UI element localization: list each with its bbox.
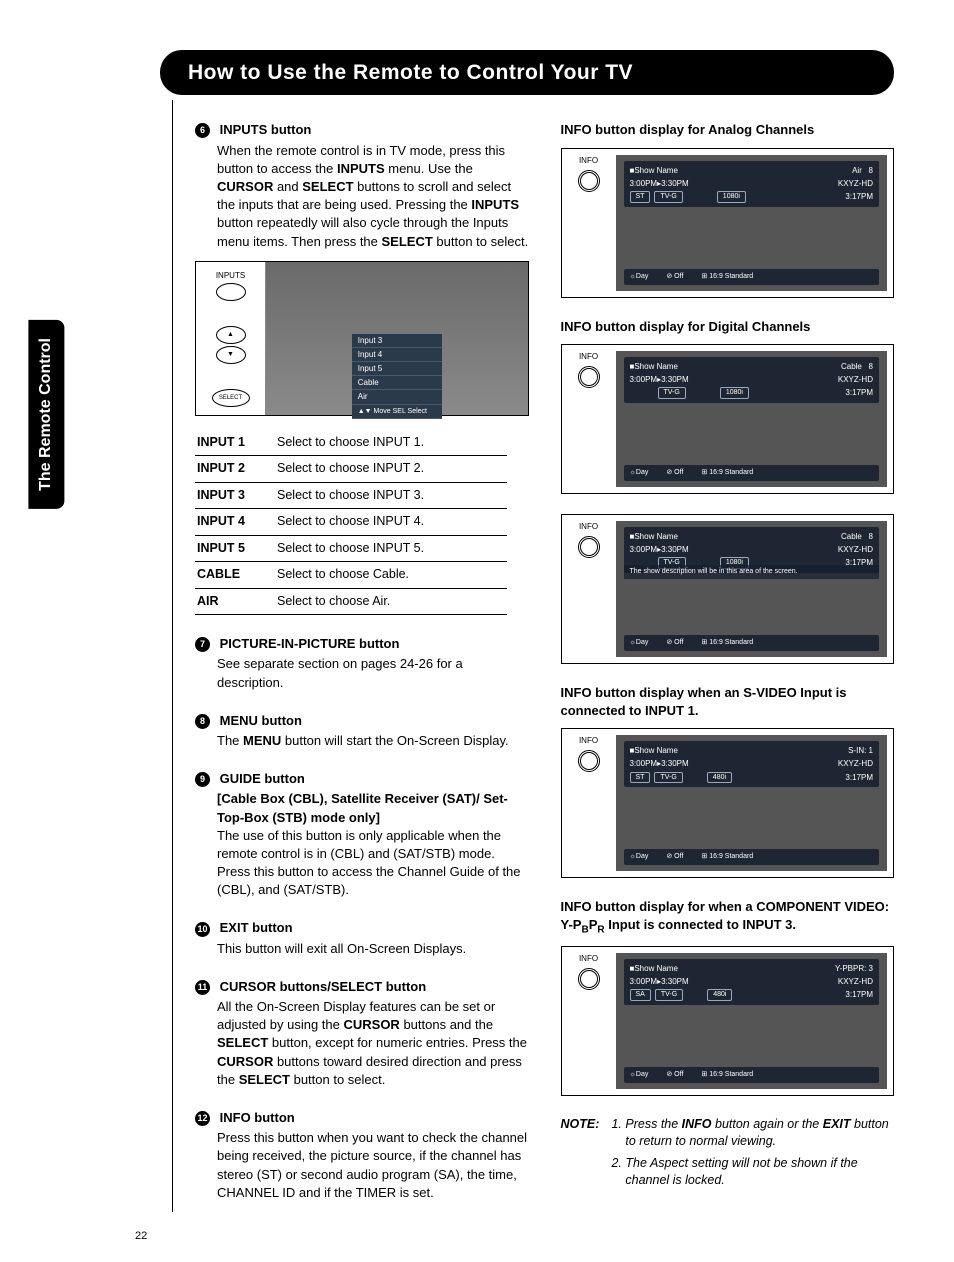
- table-row: CABLESelect to choose Cable.: [195, 562, 507, 589]
- tv-screen: ■Show Name 3:00PM▸3:30PM SA TV-G 480i Y-…: [616, 953, 888, 1089]
- section-pip: 7 PICTURE-IN-PICTURE button See separate…: [195, 635, 529, 692]
- table-row: INPUT 3Select to choose INPUT 3.: [195, 482, 507, 509]
- info-button-label: INFO: [562, 149, 616, 297]
- note-label: NOTE:: [561, 1116, 600, 1194]
- up-button-icon: ▲: [216, 326, 246, 344]
- vertical-rule: [172, 100, 173, 1212]
- digital-title: INFO button display for Digital Channels: [561, 318, 895, 336]
- bullet-8-icon: 8: [195, 714, 210, 729]
- exit-body: This button will exit all On-Screen Disp…: [217, 940, 529, 958]
- guide-subtitle: [Cable Box (CBL), Satellite Receiver (SA…: [217, 790, 529, 826]
- svideo-title: INFO button display when an S-VIDEO Inpu…: [561, 684, 895, 720]
- info-button-icon: [578, 366, 600, 388]
- table-row: INPUT 5Select to choose INPUT 5.: [195, 535, 507, 562]
- bullet-12-icon: 12: [195, 1111, 210, 1126]
- oval-button-icon: [216, 283, 246, 301]
- select-button-icon: SELECT: [212, 389, 250, 407]
- info-button-icon: [578, 968, 600, 990]
- table-row: AIRSelect to choose Air.: [195, 588, 507, 615]
- page-number: 22: [135, 1229, 147, 1244]
- right-column: INFO button display for Analog Channels …: [561, 121, 895, 1222]
- section-inputs: 6 INPUTS button When the remote control …: [195, 121, 529, 615]
- bullet-7-icon: 7: [195, 637, 210, 652]
- info-button-icon: [578, 536, 600, 558]
- menu-item: Input 5: [352, 362, 442, 376]
- exit-title: EXIT button: [220, 920, 293, 935]
- menu-item: Air: [352, 390, 442, 404]
- side-tab: The Remote Control: [28, 320, 64, 509]
- diagram-buttons-side: INPUTS ▲ ▼ SELECT: [196, 262, 266, 415]
- left-column: 6 INPUTS button When the remote control …: [195, 121, 529, 1222]
- osd-top-bar: ■Show Name 3:00PM▸3:30PM ST TV-G 1080i A…: [624, 161, 880, 207]
- guide-body: [Cable Box (CBL), Satellite Receiver (SA…: [217, 790, 529, 899]
- menu-item: Input 4: [352, 348, 442, 362]
- section-info: 12 INFO button Press this button when yo…: [195, 1109, 529, 1202]
- table-row: INPUT 4Select to choose INPUT 4.: [195, 509, 507, 536]
- bullet-11-icon: 11: [195, 980, 210, 995]
- osd-description: The show description will be in this are…: [624, 565, 880, 579]
- menu-title: MENU button: [220, 713, 302, 728]
- info-display-digital-1: INFO ■Show Name 3:00PM▸3:30PM TV-G 1080i…: [561, 344, 895, 494]
- osd-bottom-bar: ☼Day ⊘ Off ⊞ 16:9 Standard: [624, 269, 880, 285]
- pip-body: See separate section on pages 24-26 for …: [217, 655, 529, 691]
- info-button-icon: [578, 750, 600, 772]
- menu-item: Cable: [352, 376, 442, 390]
- updown-remote-button: ▲ ▼: [216, 326, 246, 364]
- info-body: Press this button when you want to check…: [217, 1129, 529, 1202]
- menu-body: The MENU button will start the On-Screen…: [217, 732, 529, 750]
- bullet-10-icon: 10: [195, 922, 210, 937]
- info-display-digital-2: INFO ■Show Name 3:00PM▸3:30PM TV-G 1080i…: [561, 514, 895, 664]
- info-display-svideo: INFO ■Show Name 3:00PM▸3:30PM ST TV-G 48…: [561, 728, 895, 878]
- note-item: Press the INFO button again or the EXIT …: [625, 1116, 894, 1151]
- cursor-title: CURSOR buttons/SELECT button: [220, 979, 427, 994]
- info-display-analog: INFO ■Show Name 3:00PM▸3:30PM ST TV-G 10…: [561, 148, 895, 298]
- tvg-tag: TV-G: [654, 191, 682, 203]
- section-exit: 10 EXIT button This button will exit all…: [195, 919, 529, 957]
- cursor-body: All the On-Screen Display features can b…: [217, 998, 529, 1089]
- bullet-9-icon: 9: [195, 772, 210, 787]
- info-display-component: INFO ■Show Name 3:00PM▸3:30PM SA TV-G 48…: [561, 946, 895, 1096]
- page-title-bar: How to Use the Remote to Control Your TV: [160, 50, 894, 95]
- inputs-table: INPUT 1Select to choose INPUT 1. INPUT 2…: [195, 430, 507, 616]
- inputs-title: INPUTS button: [220, 122, 312, 137]
- select-remote-button: SELECT: [212, 389, 250, 407]
- inputs-menu-list: Input 3 Input 4 Input 5 Cable Air ▲▼ Mov…: [352, 334, 442, 420]
- analog-title: INFO button display for Analog Channels: [561, 121, 895, 139]
- page-title: How to Use the Remote to Control Your TV: [188, 58, 866, 87]
- inputs-body: When the remote control is in TV mode, p…: [217, 142, 529, 616]
- note-item: The Aspect setting will not be shown if …: [625, 1155, 894, 1190]
- guide-title: GUIDE button: [220, 771, 305, 786]
- note-block: NOTE: Press the INFO button again or the…: [561, 1116, 895, 1194]
- pip-title: PICTURE-IN-PICTURE button: [220, 636, 400, 651]
- table-row: INPUT 1Select to choose INPUT 1.: [195, 430, 507, 456]
- bullet-6-icon: 6: [195, 123, 210, 138]
- component-title: INFO button display for when a COMPONENT…: [561, 898, 895, 938]
- info-button-icon: [578, 170, 600, 192]
- info-title: INFO button: [220, 1110, 295, 1125]
- down-button-icon: ▼: [216, 346, 246, 364]
- menu-footer: ▲▼ Move SEL Select: [352, 405, 442, 420]
- diagram-screen: Input 3 Input 4 Input 5 Cable Air ▲▼ Mov…: [266, 262, 528, 415]
- tv-screen: ■Show Name 3:00PM▸3:30PM TV-G 1080i Cabl…: [616, 351, 888, 487]
- inputs-remote-button: INPUTS: [216, 270, 246, 301]
- res-tag: 1080i: [717, 191, 746, 203]
- inputs-diagram: INPUTS ▲ ▼ SELECT Input 3: [195, 261, 529, 416]
- section-menu: 8 MENU button The MENU button will start…: [195, 712, 529, 750]
- tv-screen: ■Show Name 3:00PM▸3:30PM ST TV-G 1080i A…: [616, 155, 888, 291]
- tv-screen: ■Show Name 3:00PM▸3:30PM ST TV-G 480i S-…: [616, 735, 888, 871]
- menu-item: Input 3: [352, 334, 442, 348]
- st-tag: ST: [630, 191, 651, 203]
- tv-screen: ■Show Name 3:00PM▸3:30PM TV-G 1080i Cabl…: [616, 521, 888, 657]
- table-row: INPUT 2Select to choose INPUT 2.: [195, 456, 507, 483]
- section-guide: 9 GUIDE button [Cable Box (CBL), Satelli…: [195, 770, 529, 899]
- section-cursor: 11 CURSOR buttons/SELECT button All the …: [195, 978, 529, 1089]
